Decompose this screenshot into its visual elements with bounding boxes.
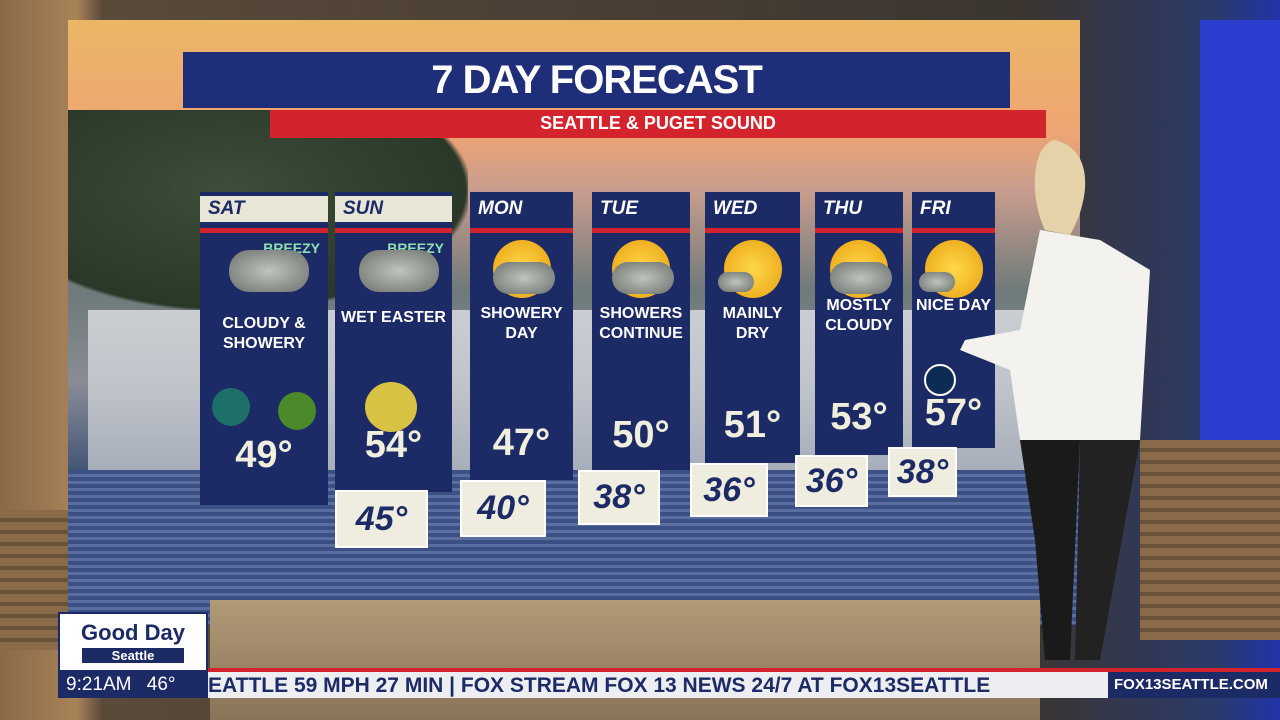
cloud-rain-icon: [358, 240, 439, 300]
time-temp-bug: 9:21AM 46°: [58, 672, 208, 698]
red-divider: [705, 228, 800, 233]
condition-text: MOSTLY CLOUDY: [825, 297, 893, 334]
condition-text: WET EASTER: [341, 309, 446, 326]
website-label: FOX13SEATTLE.COM: [1108, 668, 1280, 698]
sun-cloud-icon: [824, 240, 894, 300]
red-divider: [470, 228, 573, 233]
condition-text: MAINLY DRY: [722, 305, 783, 342]
low-temp: 38°: [888, 447, 957, 497]
forecast-day-thu: THU MOSTLY CLOUDY 53°: [815, 192, 903, 455]
clock-time: 9:21AM: [66, 674, 132, 695]
forecast-day-sun: SUN BREEZY WET EASTER 54°: [335, 192, 452, 492]
forecast-title: 7 DAY FORECAST: [431, 58, 763, 102]
seawolves-logo-icon: [212, 388, 250, 426]
high-temp: 57°: [924, 392, 983, 434]
sounders-logo-icon: [278, 392, 316, 430]
sun-cloud-rain-icon: [606, 240, 676, 300]
high-temp: 50°: [612, 414, 670, 456]
high-temp: 49°: [235, 434, 293, 476]
sun-small-cloud-icon: [918, 240, 989, 300]
forecast-day-sat: SAT BREEZY CLOUDY & SHOWERY 49°: [200, 192, 328, 505]
studio-floor: [210, 600, 1040, 720]
day-label: THU: [823, 198, 863, 219]
day-label: TUE: [600, 198, 638, 219]
low-temp: 36°: [690, 463, 768, 517]
forecast-day-tue: TUE SHOWERS CONTINUE 50°: [592, 192, 690, 470]
day-label: SAT: [200, 196, 328, 222]
forecast-day-mon: MON SHOWERY DAY 47°: [470, 192, 573, 480]
high-temp: 47°: [492, 422, 551, 464]
condition-text: SHOWERS CONTINUE: [599, 305, 683, 342]
day-label: MON: [478, 198, 523, 219]
good-day-seattle-logo: Good Day Seattle: [58, 612, 208, 672]
forecast-day-fri: FRI NICE DAY 57°: [912, 192, 995, 448]
red-divider: [912, 228, 995, 233]
condition-text: CLOUDY & SHOWERY: [222, 315, 306, 352]
condition-text: NICE DAY: [916, 297, 991, 314]
red-divider: [200, 228, 328, 233]
forecast-subtitle: SEATTLE & PUGET SOUND: [540, 113, 776, 133]
red-divider: [335, 228, 452, 233]
studio-stone-wall: [1140, 440, 1280, 640]
cloud-rain-icon: [229, 240, 309, 300]
low-temp: 36°: [795, 455, 868, 507]
easter-egg-icon: [365, 382, 417, 432]
sun-cloud-rain-icon: [487, 240, 557, 300]
low-temp: 38°: [578, 470, 660, 525]
low-temp: 45°: [335, 490, 428, 548]
high-temp: 51°: [723, 404, 782, 446]
title-banner: [183, 52, 1010, 108]
meteorologist: [960, 140, 1150, 660]
studio-blue-panel: [1200, 20, 1280, 440]
logo-line1: Good Day: [81, 620, 185, 645]
condition-text: SHOWERY DAY: [480, 305, 563, 342]
news-ticker: EATTLE 59 MPH 27 MIN | FOX STREAM FOX 13…: [208, 668, 1108, 698]
current-temp: 46°: [146, 674, 176, 695]
red-divider: [815, 228, 903, 233]
day-label: SUN: [335, 196, 452, 222]
red-divider: [592, 228, 690, 233]
low-temp: 40°: [460, 480, 546, 537]
mariners-logo-icon: [924, 364, 956, 396]
logo-line2: Seattle: [81, 648, 185, 663]
subtitle-banner: [270, 110, 1046, 138]
forecast-day-wed: WED MAINLY DRY 51°: [705, 192, 800, 463]
sun-small-cloud-icon: [717, 240, 788, 300]
day-label: WED: [713, 198, 758, 219]
day-label: FRI: [920, 198, 951, 219]
high-temp: 53°: [830, 396, 888, 438]
